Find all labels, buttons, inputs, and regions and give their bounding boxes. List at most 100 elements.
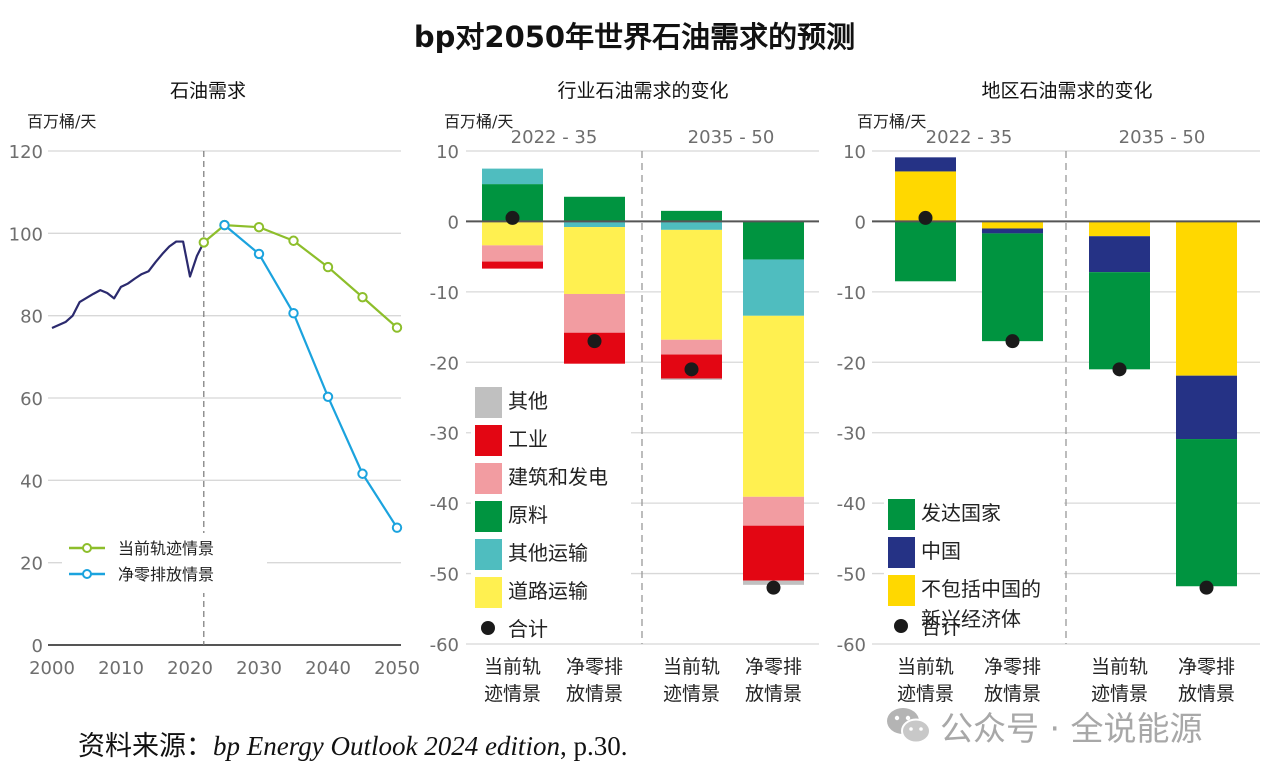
bar-segment-road bbox=[661, 229, 722, 340]
data-point-netzero bbox=[253, 248, 265, 260]
bar-segment-other_transport bbox=[482, 168, 543, 185]
x-category-label: 净零排 bbox=[1178, 656, 1235, 678]
y-tick-label: -20 bbox=[837, 353, 866, 374]
x-tick-label: 2040 bbox=[305, 658, 351, 679]
bar-segment-building bbox=[743, 496, 804, 526]
legend-label: 建筑和发电 bbox=[508, 465, 608, 489]
bar-segment-developed bbox=[1176, 439, 1237, 587]
chart-title: 行业石油需求的变化 bbox=[557, 80, 728, 102]
y-tick-label: -10 bbox=[837, 283, 866, 304]
total-marker bbox=[1005, 334, 1020, 349]
y-tick-label: -60 bbox=[837, 635, 866, 656]
y-tick-label: 0 bbox=[32, 636, 43, 657]
bar-segment-feedstock bbox=[564, 196, 625, 222]
legend-label: 道路运输 bbox=[508, 579, 588, 603]
legend-label: 发达国家 bbox=[921, 501, 1001, 525]
source-suffix: , p.30. bbox=[559, 731, 628, 761]
y-tick-label: 60 bbox=[20, 389, 43, 410]
x-tick-label: 2020 bbox=[167, 658, 213, 679]
y-tick-label: -60 bbox=[430, 635, 459, 656]
x-tick-label: 2030 bbox=[236, 658, 282, 679]
y-tick-label: 120 bbox=[9, 142, 43, 163]
x-category-label: 当前轨 bbox=[484, 656, 541, 678]
bar-segment-developed bbox=[895, 221, 956, 282]
bar-segment-road bbox=[743, 315, 804, 497]
total-marker bbox=[505, 210, 520, 225]
total-marker bbox=[587, 334, 602, 349]
bar-segment-emerging bbox=[982, 221, 1043, 229]
data-point-netzero bbox=[322, 391, 334, 402]
data-point-netzero bbox=[391, 522, 403, 533]
total-marker bbox=[918, 210, 933, 225]
legend-label: 净零排放情景 bbox=[118, 565, 214, 584]
bar-segment-developed bbox=[982, 233, 1043, 342]
legend-swatch-industry bbox=[475, 425, 502, 456]
legend-label: 新兴经济体 bbox=[921, 607, 1021, 631]
x-category-label: 当前轨 bbox=[1091, 656, 1148, 678]
total-marker bbox=[1199, 580, 1214, 595]
y-tick-label: 0 bbox=[855, 212, 866, 233]
x-category-label: 净零排 bbox=[745, 656, 802, 678]
bar-segment-other_transport bbox=[564, 221, 625, 228]
bar-segment-china bbox=[1176, 375, 1237, 440]
y-tick-label: -30 bbox=[837, 424, 866, 445]
x-category-label: 迹情景 bbox=[897, 683, 954, 705]
y-axis-label: 百万桶/天 bbox=[857, 112, 926, 131]
source-note: 资料来源：bp Energy Outlook 2024 edition, p.3… bbox=[78, 724, 627, 763]
data-point-netzero bbox=[288, 307, 299, 319]
x-category-label: 迹情景 bbox=[484, 683, 541, 705]
bar-segment-industry bbox=[743, 525, 804, 581]
main-title: bp对2050年世界石油需求的预测 bbox=[413, 20, 856, 54]
bar-segment-feedstock bbox=[661, 210, 722, 222]
total-marker bbox=[684, 362, 699, 377]
group-label: 2022 - 35 bbox=[511, 127, 598, 148]
bar-segment-industry bbox=[482, 261, 543, 269]
legend-swatch-feedstock bbox=[475, 501, 502, 532]
y-tick-label: 40 bbox=[20, 471, 43, 492]
group-label: 2035 - 50 bbox=[688, 127, 775, 148]
total-marker bbox=[766, 580, 781, 595]
chart-title: 石油需求 bbox=[170, 80, 246, 102]
legend-marker-netzero bbox=[82, 569, 92, 579]
legend-marker-total bbox=[481, 621, 495, 635]
watermark-text: 公众号 · 全说能源 bbox=[940, 709, 1203, 748]
y-tick-label: -40 bbox=[837, 494, 866, 515]
group-label: 2022 - 35 bbox=[926, 127, 1013, 148]
x-category-label: 放情景 bbox=[566, 683, 623, 705]
bar-segment-other_transport bbox=[743, 259, 804, 316]
y-tick-label: 100 bbox=[9, 224, 43, 245]
bar-segment-china bbox=[1089, 236, 1150, 273]
x-category-label: 放情景 bbox=[984, 683, 1041, 705]
bar-segment-china bbox=[895, 157, 956, 172]
y-tick-label: 10 bbox=[843, 142, 866, 163]
y-tick-label: -30 bbox=[430, 424, 459, 445]
x-category-label: 净零排 bbox=[566, 656, 623, 678]
legend-swatch-building bbox=[475, 463, 502, 494]
legend-swatch-other bbox=[475, 387, 502, 418]
watermark: 公众号 · 全说能源 bbox=[886, 702, 1202, 750]
y-tick-label: 0 bbox=[448, 212, 459, 233]
legend-label: 其他运输 bbox=[508, 541, 588, 565]
legend-swatch-emerging bbox=[888, 575, 915, 606]
x-category-label: 放情景 bbox=[1178, 683, 1235, 705]
x-category-label: 迹情景 bbox=[663, 683, 720, 705]
bar-segment-emerging bbox=[1089, 221, 1150, 237]
source-prefix: 资料来源： bbox=[78, 731, 213, 761]
x-category-label: 放情景 bbox=[745, 683, 802, 705]
series-line-netzero bbox=[223, 224, 398, 529]
y-tick-label: 20 bbox=[20, 554, 43, 575]
x-tick-label: 2000 bbox=[29, 658, 75, 679]
bar-segment-road bbox=[482, 221, 543, 246]
legend-label: 不包括中国的 bbox=[921, 577, 1041, 601]
legend-swatch-other_transport bbox=[475, 539, 502, 570]
x-category-label: 净零排 bbox=[984, 656, 1041, 678]
x-category-label: 当前轨 bbox=[663, 656, 720, 678]
bar-segment-china bbox=[982, 228, 1043, 234]
legend-swatch-road bbox=[475, 577, 502, 608]
y-tick-label: -50 bbox=[837, 565, 866, 586]
total-marker bbox=[1112, 362, 1127, 377]
legend-marker-total bbox=[894, 619, 908, 633]
bar-segment-building bbox=[482, 245, 543, 262]
y-axis-label: 百万桶/天 bbox=[27, 112, 96, 131]
